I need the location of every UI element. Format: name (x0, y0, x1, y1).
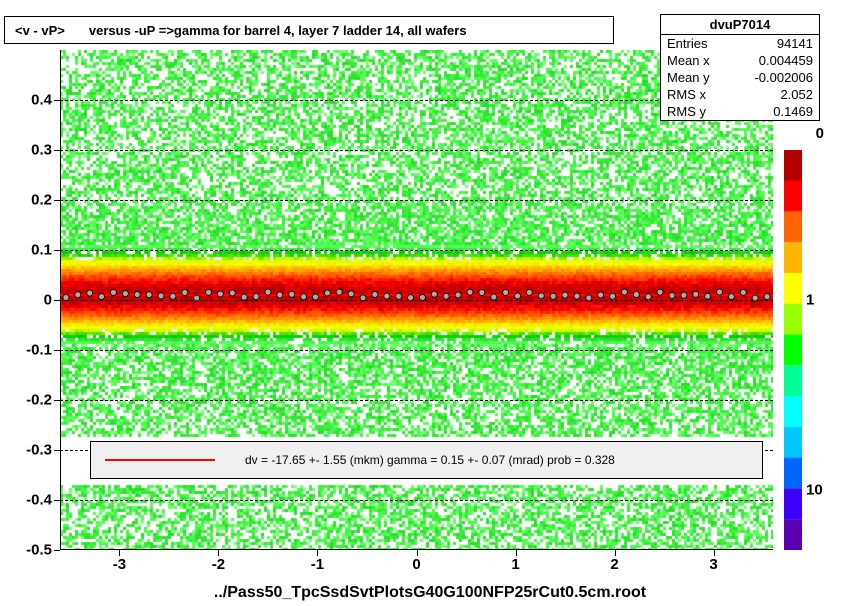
x-tick-label: 1 (511, 556, 519, 573)
stats-box: dvuP7014 Entries94141 Mean x0.004459 Mea… (660, 14, 820, 121)
y-tick-label: -0.3 (26, 442, 52, 459)
stats-row: RMS x2.052 (661, 86, 819, 103)
x-tick-label: -3 (113, 556, 126, 573)
x-tick-label: -1 (311, 556, 324, 573)
stats-row: Mean y-0.002006 (661, 69, 819, 86)
x-tick-label: 3 (709, 556, 717, 573)
colorbar-label-10: 10 (806, 482, 823, 499)
stats-name: dvuP7014 (661, 15, 819, 35)
title-part3: gamma for barrel 4, layer 7 ladder 14, a… (174, 23, 467, 38)
stats-row: Entries94141 (661, 35, 819, 52)
footer-path: ../Pass50_TpcSsdSvtPlotsG40G100NFP25rCut… (0, 584, 860, 602)
y-tick-label: 0.1 (31, 242, 52, 259)
title-part2: versus -uP => (89, 23, 174, 38)
y-tick-label: 0 (44, 292, 52, 309)
y-tick-label: -0.2 (26, 392, 52, 409)
colorbar-canvas (784, 150, 802, 550)
stray-axis-label: 0 (816, 125, 824, 142)
x-tick-label: 2 (610, 556, 618, 573)
fit-line (60, 294, 773, 296)
title-part1: <v - vP> (15, 23, 65, 38)
legend-line-sample (105, 459, 215, 461)
colorbar-label-1: 1 (806, 292, 814, 309)
y-tick-label: -0.4 (26, 492, 52, 509)
legend-text: dv = -17.65 +- 1.55 (mkm) gamma = 0.15 +… (245, 453, 615, 467)
y-tick-label: -0.5 (26, 542, 52, 559)
root: <v - vP> versus -uP => gamma for barrel … (0, 0, 860, 606)
plot-area: dv = -17.65 +- 1.55 (mkm) gamma = 0.15 +… (60, 50, 773, 550)
y-tick-label: 0.4 (31, 92, 52, 109)
x-tick-label: -2 (212, 556, 225, 573)
y-tick-label: 0.3 (31, 142, 52, 159)
fit-legend: dv = -17.65 +- 1.55 (mkm) gamma = 0.15 +… (90, 441, 763, 479)
stats-row: Mean x0.004459 (661, 52, 819, 69)
colorbar: 1 10 (784, 150, 802, 550)
stats-row: RMS y0.1469 (661, 103, 819, 120)
y-tick-label: 0.2 (31, 192, 52, 209)
x-tick-label: 0 (412, 556, 420, 573)
y-tick-label: -0.1 (26, 342, 52, 359)
plot-title: <v - vP> versus -uP => gamma for barrel … (4, 16, 614, 44)
